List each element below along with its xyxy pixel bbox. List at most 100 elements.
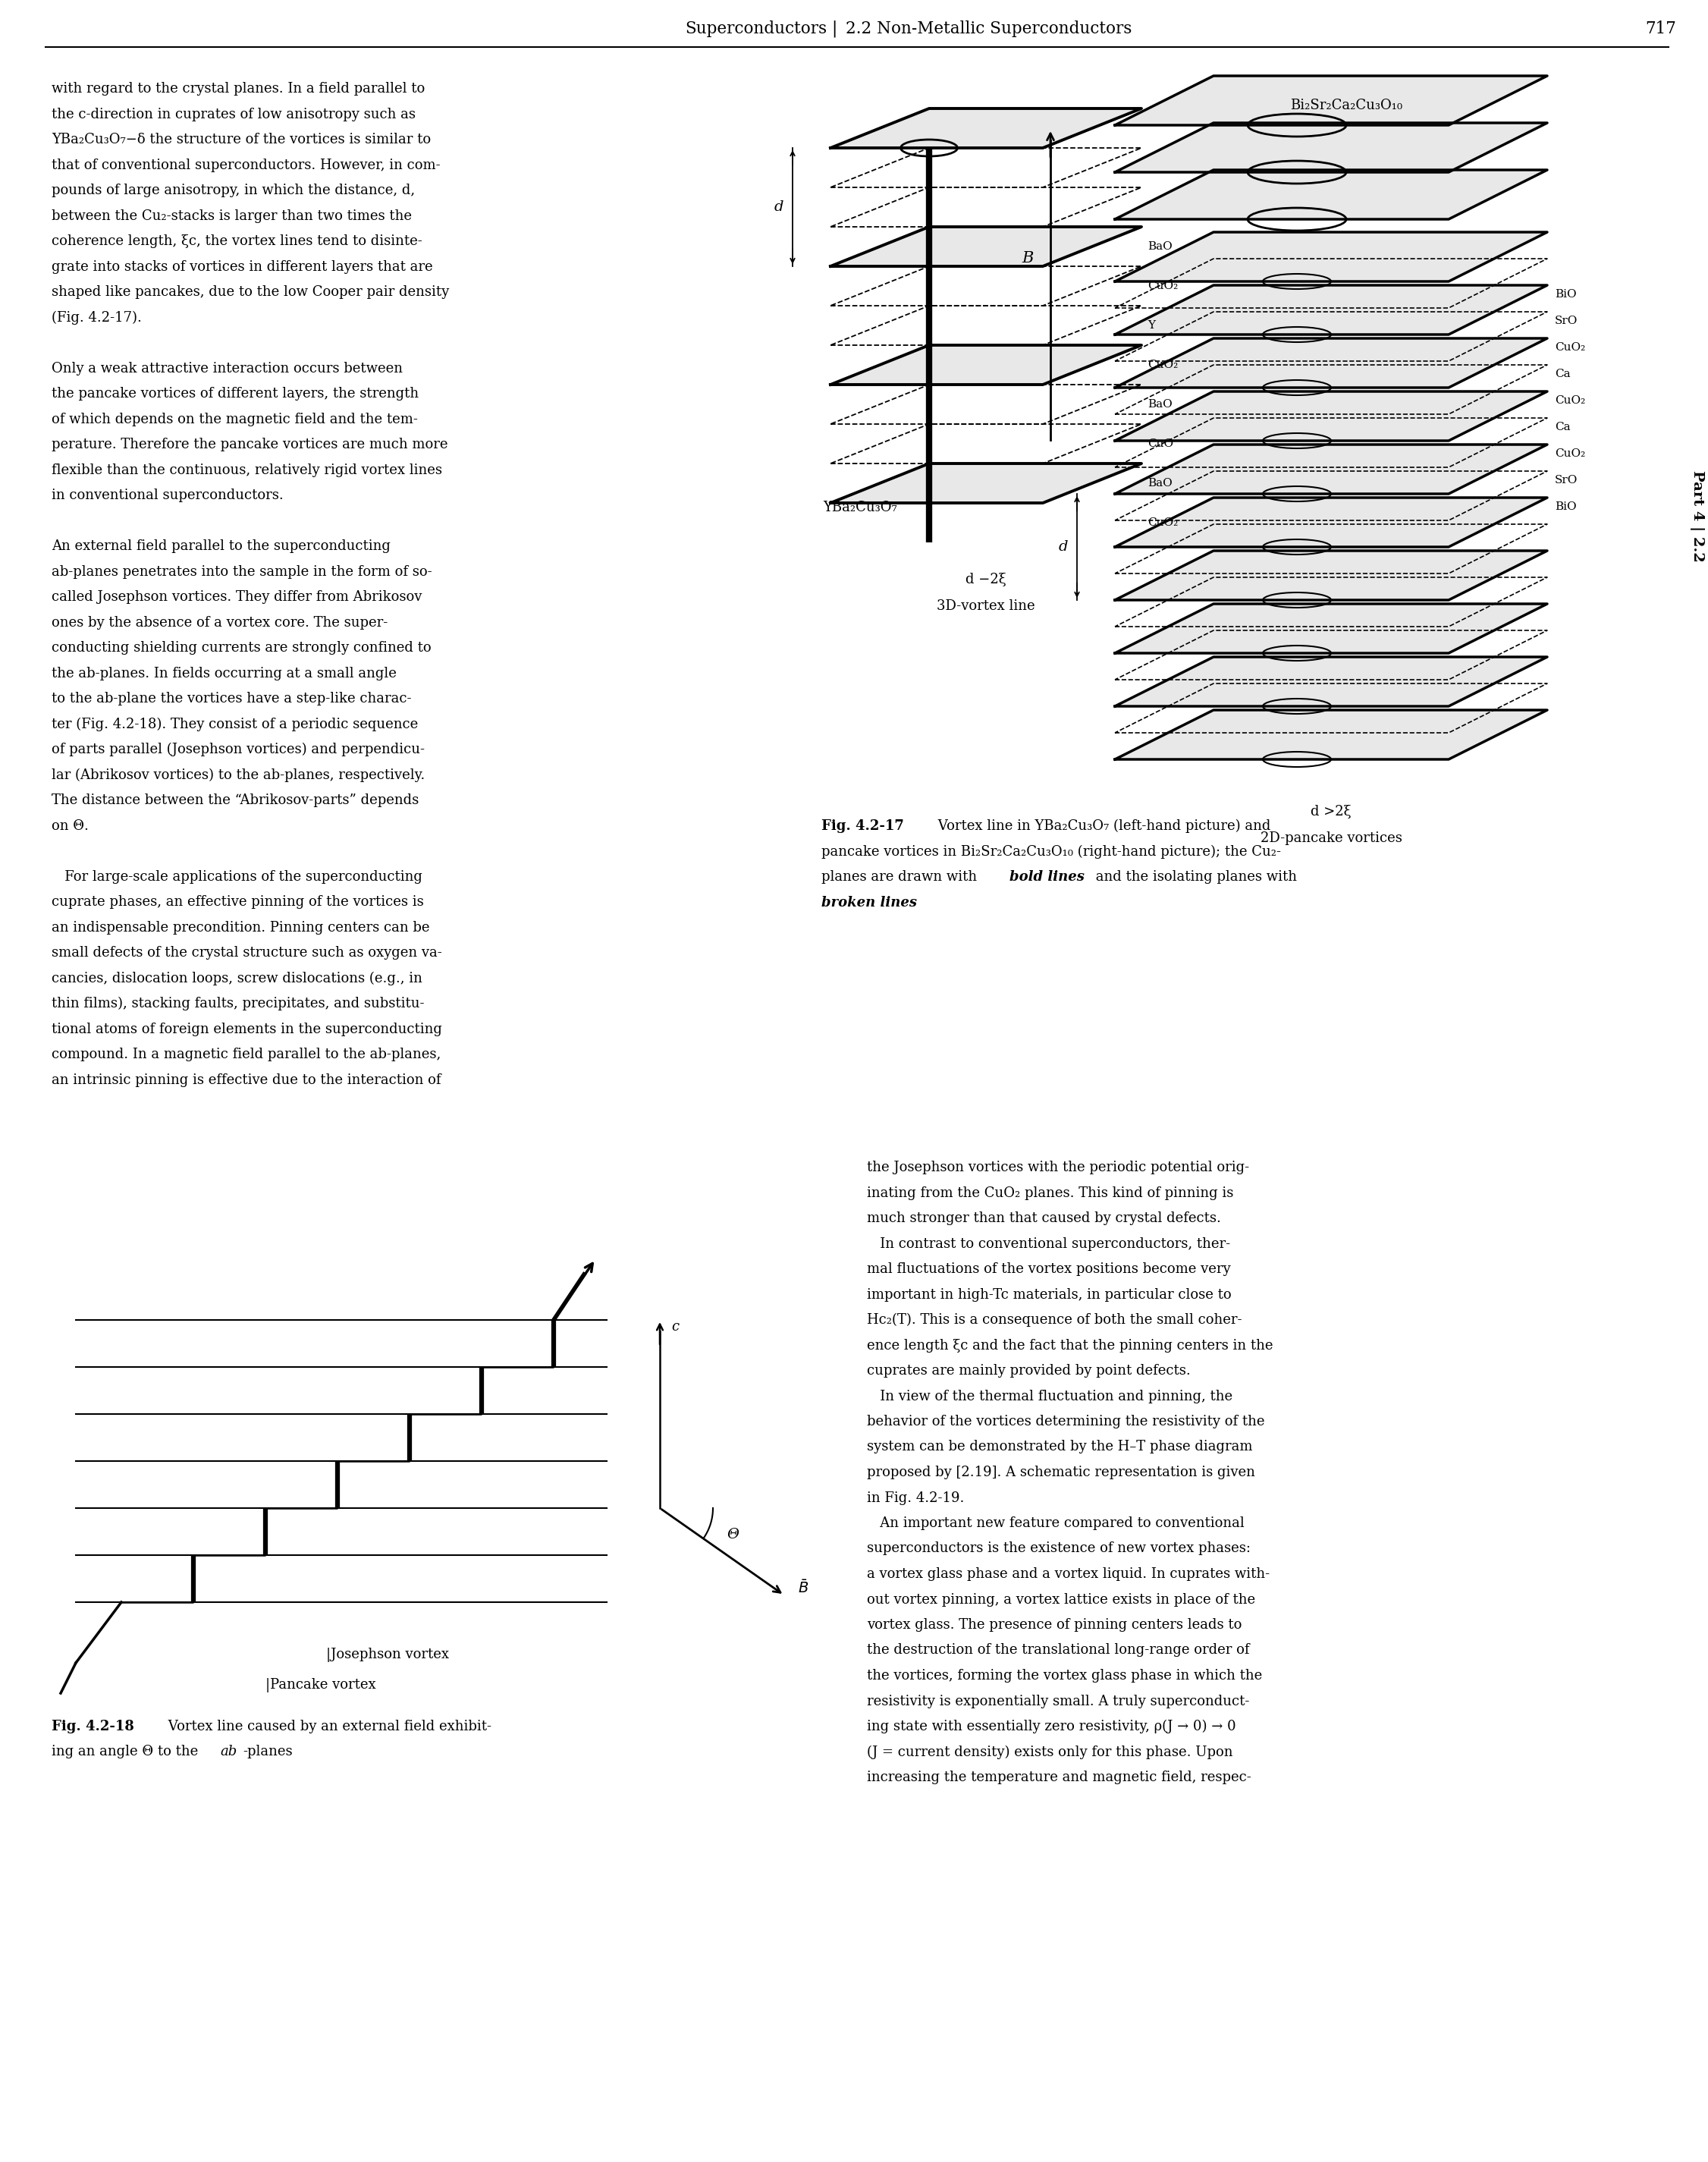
Polygon shape [830,108,1141,147]
Text: between the Cu₂-stacks is larger than two times the: between the Cu₂-stacks is larger than tw… [51,210,412,223]
Text: CuO₂: CuO₂ [1148,281,1179,292]
Text: SrO: SrO [1554,476,1578,486]
Text: d: d [1059,540,1068,553]
Text: an indispensable precondition. Pinning centers can be: an indispensable precondition. Pinning c… [51,921,430,934]
Text: YBa₂Cu₃O₇: YBa₂Cu₃O₇ [823,502,897,515]
Text: Vortex line caused by an external field exhibit-: Vortex line caused by an external field … [164,1719,492,1734]
Text: with regard to the crystal planes. In a field parallel to: with regard to the crystal planes. In a … [51,82,425,95]
Polygon shape [1115,285,1547,335]
Text: thin films), stacking faults, precipitates, and substitu-: thin films), stacking faults, precipitat… [51,997,424,1010]
Text: a vortex glass phase and a vortex liquid. In cuprates with-: a vortex glass phase and a vortex liquid… [868,1567,1269,1580]
Text: Hc₂(T). This is a consequence of both the small coher-: Hc₂(T). This is a consequence of both th… [868,1312,1242,1327]
Text: In view of the thermal fluctuation and pinning, the: In view of the thermal fluctuation and p… [868,1390,1233,1403]
Text: behavior of the vortices determining the resistivity of the: behavior of the vortices determining the… [868,1414,1264,1429]
Text: tional atoms of foreign elements in the superconducting: tional atoms of foreign elements in the … [51,1023,442,1036]
Text: coherence length, ξc, the vortex lines tend to disinte-: coherence length, ξc, the vortex lines t… [51,233,422,249]
Text: 3D-vortex line: 3D-vortex line [936,599,1035,614]
Polygon shape [1115,603,1547,653]
Text: perature. Therefore the pancake vortices are much more: perature. Therefore the pancake vortices… [51,437,447,452]
Text: inating from the CuO₂ planes. This kind of pinning is: inating from the CuO₂ planes. This kind … [868,1187,1233,1200]
Polygon shape [1115,171,1547,218]
Text: vortex glass. The presence of pinning centers leads to: vortex glass. The presence of pinning ce… [868,1617,1242,1632]
Text: in Fig. 4.2-19.: in Fig. 4.2-19. [868,1492,965,1505]
Text: Y: Y [1148,320,1155,331]
Text: Ca: Ca [1554,370,1570,378]
Text: called Josephson vortices. They differ from Abrikosov: called Josephson vortices. They differ f… [51,590,422,603]
Text: the pancake vortices of different layers, the strength: the pancake vortices of different layers… [51,387,418,400]
Text: the vortices, forming the vortex glass phase in which the: the vortices, forming the vortex glass p… [868,1669,1262,1682]
Text: grate into stacks of vortices in different layers that are: grate into stacks of vortices in differe… [51,259,432,272]
Text: An important new feature compared to conventional: An important new feature compared to con… [868,1516,1245,1531]
Text: the destruction of the translational long-range order of: the destruction of the translational lon… [868,1643,1250,1656]
Polygon shape [830,227,1141,266]
Polygon shape [1115,123,1547,173]
Text: c: c [671,1321,678,1334]
Text: |: | [832,19,837,37]
Text: BaO: BaO [1148,478,1172,489]
Text: d: d [774,201,784,214]
Text: the c-direction in cuprates of low anisotropy such as: the c-direction in cuprates of low aniso… [51,108,415,121]
Polygon shape [1115,709,1547,759]
Text: superconductors is the existence of new vortex phases:: superconductors is the existence of new … [868,1542,1250,1554]
Text: on Θ.: on Θ. [51,819,89,832]
Text: For large-scale applications of the superconducting: For large-scale applications of the supe… [51,869,422,884]
Polygon shape [1115,231,1547,281]
Text: an intrinsic pinning is effective due to the interaction of: an intrinsic pinning is effective due to… [51,1072,441,1087]
Text: pancake vortices in Bi₂Sr₂Ca₂Cu₃O₁₀ (right-hand picture); the Cu₂-: pancake vortices in Bi₂Sr₂Ca₂Cu₃O₁₀ (rig… [822,845,1281,858]
Text: Only a weak attractive interaction occurs between: Only a weak attractive interaction occur… [51,361,403,376]
Text: Part 4 | 2.2: Part 4 | 2.2 [1691,469,1705,562]
Polygon shape [1115,76,1547,125]
Text: of which depends on the magnetic field and the tem-: of which depends on the magnetic field a… [51,413,418,426]
Text: flexible than the continuous, relatively rigid vortex lines: flexible than the continuous, relatively… [51,463,442,478]
Text: Superconductors: Superconductors [685,19,827,37]
Text: compound. In a magnetic field parallel to the ab-planes,: compound. In a magnetic field parallel t… [51,1049,441,1062]
Text: ab: ab [220,1745,237,1760]
Text: the ab-planes. In fields occurring at a small angle: the ab-planes. In fields occurring at a … [51,666,396,681]
Text: ing state with essentially zero resistivity, ρ(J → 0) → 0: ing state with essentially zero resistiv… [868,1719,1237,1734]
Polygon shape [830,463,1141,504]
Text: system can be demonstrated by the H–T phase diagram: system can be demonstrated by the H–T ph… [868,1440,1252,1453]
Text: conducting shielding currents are strongly confined to: conducting shielding currents are strong… [51,640,430,655]
Text: cuprates are mainly provided by point defects.: cuprates are mainly provided by point de… [868,1364,1190,1377]
Text: CuO₂: CuO₂ [1554,396,1585,406]
Text: out vortex pinning, a vortex lattice exists in place of the: out vortex pinning, a vortex lattice exi… [868,1593,1255,1606]
Text: Fig. 4.2-17: Fig. 4.2-17 [822,819,904,832]
Text: cuprate phases, an effective pinning of the vortices is: cuprate phases, an effective pinning of … [51,895,424,908]
Text: planes are drawn with: planes are drawn with [822,869,982,884]
Text: An external field parallel to the superconducting: An external field parallel to the superc… [51,538,391,553]
Text: B: B [1021,251,1033,266]
Text: Ca: Ca [1554,422,1570,432]
Text: Bi₂Sr₂Ca₂Cu₃O₁₀: Bi₂Sr₂Ca₂Cu₃O₁₀ [1290,99,1402,112]
Text: BiO: BiO [1554,502,1576,512]
Text: In contrast to conventional superconductors, ther-: In contrast to conventional superconduct… [868,1237,1230,1250]
Text: resistivity is exponentially small. A truly superconduct-: resistivity is exponentially small. A tr… [868,1695,1250,1708]
Text: much stronger than that caused by crystal defects.: much stronger than that caused by crysta… [868,1211,1221,1226]
Polygon shape [1115,657,1547,707]
Text: in conventional superconductors.: in conventional superconductors. [51,489,284,502]
Text: (Fig. 4.2-17).: (Fig. 4.2-17). [51,311,142,324]
Text: d >2ξ: d >2ξ [1310,804,1351,819]
Text: CuO₂: CuO₂ [1554,342,1585,352]
Text: 2D-pancake vortices: 2D-pancake vortices [1261,832,1402,845]
Text: CuO₂: CuO₂ [1148,517,1179,528]
Text: cancies, dislocation loops, screw dislocations (e.g., in: cancies, dislocation loops, screw disloc… [51,971,422,986]
Text: The distance between the “Abrikosov-parts” depends: The distance between the “Abrikosov-part… [51,793,418,806]
Text: ones by the absence of a vortex core. The super-: ones by the absence of a vortex core. Th… [51,616,388,629]
Polygon shape [1115,551,1547,601]
Polygon shape [1115,445,1547,493]
Text: -planes: -planes [243,1745,292,1760]
Text: to the ab-plane the vortices have a step-like charac-: to the ab-plane the vortices have a step… [51,692,412,705]
Text: ab-planes penetrates into the sample in the form of so-: ab-planes penetrates into the sample in … [51,564,432,579]
Text: pounds of large anisotropy, in which the distance, d,: pounds of large anisotropy, in which the… [51,184,415,197]
Text: and the isolating planes with: and the isolating planes with [1091,869,1296,884]
Polygon shape [1115,337,1547,387]
Text: CuO₂: CuO₂ [1554,448,1585,458]
Text: (J = current density) exists only for this phase. Upon: (J = current density) exists only for th… [868,1745,1233,1760]
Text: important in high-Tc materials, in particular close to: important in high-Tc materials, in parti… [868,1289,1231,1302]
Text: small defects of the crystal structure such as oxygen va-: small defects of the crystal structure s… [51,947,442,960]
Text: of parts parallel (Josephson vortices) and perpendicu-: of parts parallel (Josephson vortices) a… [51,744,425,757]
Text: broken lines: broken lines [822,895,917,910]
Text: Fig. 4.2-18: Fig. 4.2-18 [51,1719,135,1734]
Text: ing an angle Θ to the: ing an angle Θ to the [51,1745,203,1760]
Text: |Josephson vortex: |Josephson vortex [326,1647,449,1663]
